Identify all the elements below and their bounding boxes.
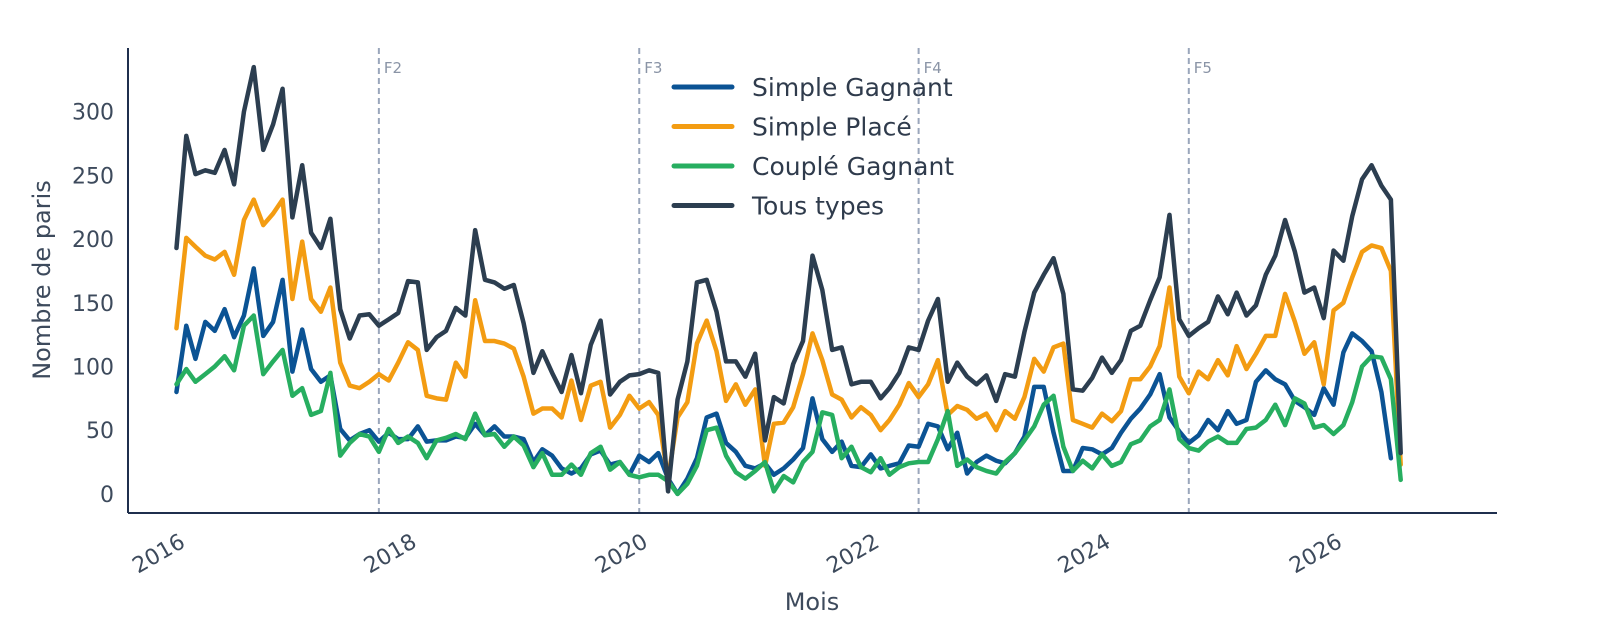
y-tick-label: 0 [100,483,114,508]
axes [127,48,1497,514]
reference-line-label: F3 [644,59,662,77]
legend-label: Simple Gagnant [752,73,953,102]
x-tick-label: 2026 [1286,529,1347,579]
legend-label: Simple Placé [752,113,912,142]
x-tick-label: 2020 [591,529,652,579]
legend: Simple Gagnant Simple Placé Couplé Gagnant… [671,73,954,221]
tick-labels: 0 50 100 150 200 250 300 2016 2018 2020 2022 2024 20… [72,101,1347,579]
reference-line-label: F2 [384,59,402,77]
series-line [174,266,1394,497]
y-tick-label: 50 [86,419,114,444]
legend-label: Couplé Gagnant [752,152,954,181]
series-lines [174,64,1403,497]
y-tick-label: 300 [72,101,114,126]
x-tick-label: 2024 [1054,529,1115,579]
y-tick-label: 200 [72,228,114,253]
y-axis-title: Nombre de paris [28,180,56,380]
x-axis-title: Mois [785,588,840,616]
reference-lines: F2 F3 F4 F5 [377,48,1212,513]
legend-label: Tous types [751,192,884,221]
series-line [174,197,1403,481]
reference-line-label: F5 [1194,59,1212,77]
y-tick-label: 100 [72,355,114,380]
y-tick-label: 250 [72,164,114,189]
y-tick-label: 150 [72,292,114,317]
x-tick-label: 2016 [128,529,189,579]
series-line [174,64,1403,494]
reference-line-label: F4 [924,59,942,77]
series-line [174,313,1403,497]
x-tick-label: 2018 [360,529,421,579]
x-tick-label: 2022 [823,529,884,579]
